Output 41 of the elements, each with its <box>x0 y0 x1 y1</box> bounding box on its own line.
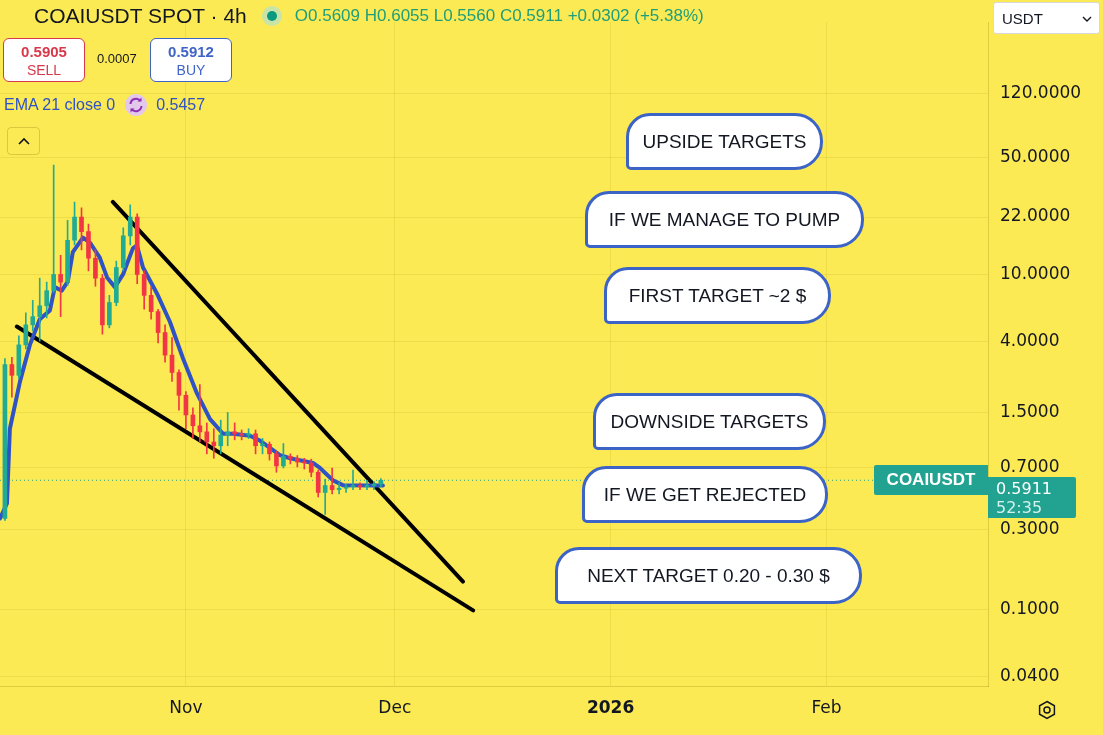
text: 52:35 <box>996 498 1044 518</box>
x-tick-label: 2026 <box>586 696 635 717</box>
y-tick-label: 10.0000 <box>1000 262 1071 283</box>
y-tick-label: 0.3000 <box>1000 518 1060 539</box>
annotation: BUY <box>175 61 207 79</box>
chart-subtitle: O0.5609 H0.6055 L0.5560 C0.5911 +0.0302 (+5.38%) <box>294 6 704 26</box>
annotation: IF WE GET REJECTED <box>603 483 807 506</box>
buy-button: 0.5912 BUY <box>150 38 232 82</box>
text: 0.5911 <box>996 479 1053 499</box>
y-tick-label: 22.0000 <box>1000 205 1071 226</box>
annotation: 0.5912 <box>167 42 215 61</box>
speech-bubble: IF WE MANAGE TO PUMP <box>585 191 864 248</box>
annotation: 0.5457 <box>156 96 206 114</box>
speech-bubble: UPSIDE TARGETS <box>626 113 823 170</box>
chart-title: COAIUSDT SPOT · 4h <box>34 4 247 28</box>
y-tick-label: 0.1000 <box>1000 598 1060 619</box>
sell-button: 0.5905 SELL <box>3 38 85 82</box>
annotation: DOWNSIDE TARGETS <box>610 410 809 433</box>
annotation: FIRST TARGET ~2 $ <box>628 284 807 307</box>
annotation: IF WE MANAGE TO PUMP <box>608 208 841 231</box>
speech-bubble: DOWNSIDE TARGETS <box>593 393 826 450</box>
speech-bubble: FIRST TARGET ~2 $ <box>604 267 831 324</box>
annotation: 0.5905 <box>20 42 68 61</box>
ref-line-label: COAIUSDT <box>874 465 988 496</box>
speech-bubble: IF WE GET REJECTED <box>582 466 828 523</box>
speech-bubble: NEXT TARGET 0.20 - 0.30 $ <box>555 547 862 604</box>
annotation: UPSIDE TARGETS <box>642 130 807 153</box>
annotation: 0.0007 <box>97 51 137 66</box>
y-tick-label: 4.0000 <box>1000 329 1060 350</box>
x-tick-label: Nov <box>169 696 203 717</box>
y-tick-label: 50.0000 <box>1000 145 1071 166</box>
x-tick-label: Feb <box>811 696 842 717</box>
annotation: SELL <box>25 61 63 79</box>
y-tick-label: 0.7000 <box>1000 456 1060 477</box>
currency-dropdown: USDT <box>993 2 1100 34</box>
y-tick-label: 0.0400 <box>1000 664 1060 685</box>
annotation: NEXT TARGET 0.20 - 0.30 $ <box>587 564 830 587</box>
x-tick-label: Dec <box>378 696 412 717</box>
y-tick-label: 120.0000 <box>1000 82 1082 103</box>
y-tick-label: 1.5000 <box>1000 400 1060 421</box>
text: EMA 21 close 0 <box>4 96 116 114</box>
